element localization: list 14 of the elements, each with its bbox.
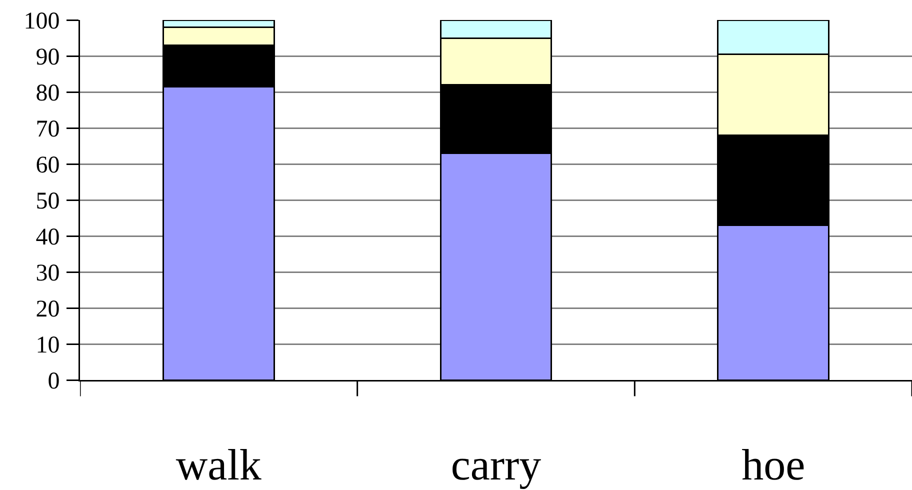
y-tick-label: 50 xyxy=(36,188,60,214)
y-tick-label: 20 xyxy=(36,296,60,322)
y-tick-label: 0 xyxy=(48,368,60,394)
y-tick-label: 100 xyxy=(24,8,60,34)
y-tick-label: 30 xyxy=(36,260,60,286)
y-tick-label: 80 xyxy=(36,80,60,106)
x-tick-label: hoe xyxy=(742,440,806,490)
x-tick-label: carry xyxy=(450,440,542,490)
x-tick-label: walk xyxy=(176,440,262,490)
y-tick-label: 90 xyxy=(36,44,60,70)
y-tick-label: 40 xyxy=(36,224,60,250)
y-tick-label: 70 xyxy=(36,116,60,142)
y-tick-label: 60 xyxy=(36,152,60,178)
y-tick-label: 10 xyxy=(36,332,60,358)
